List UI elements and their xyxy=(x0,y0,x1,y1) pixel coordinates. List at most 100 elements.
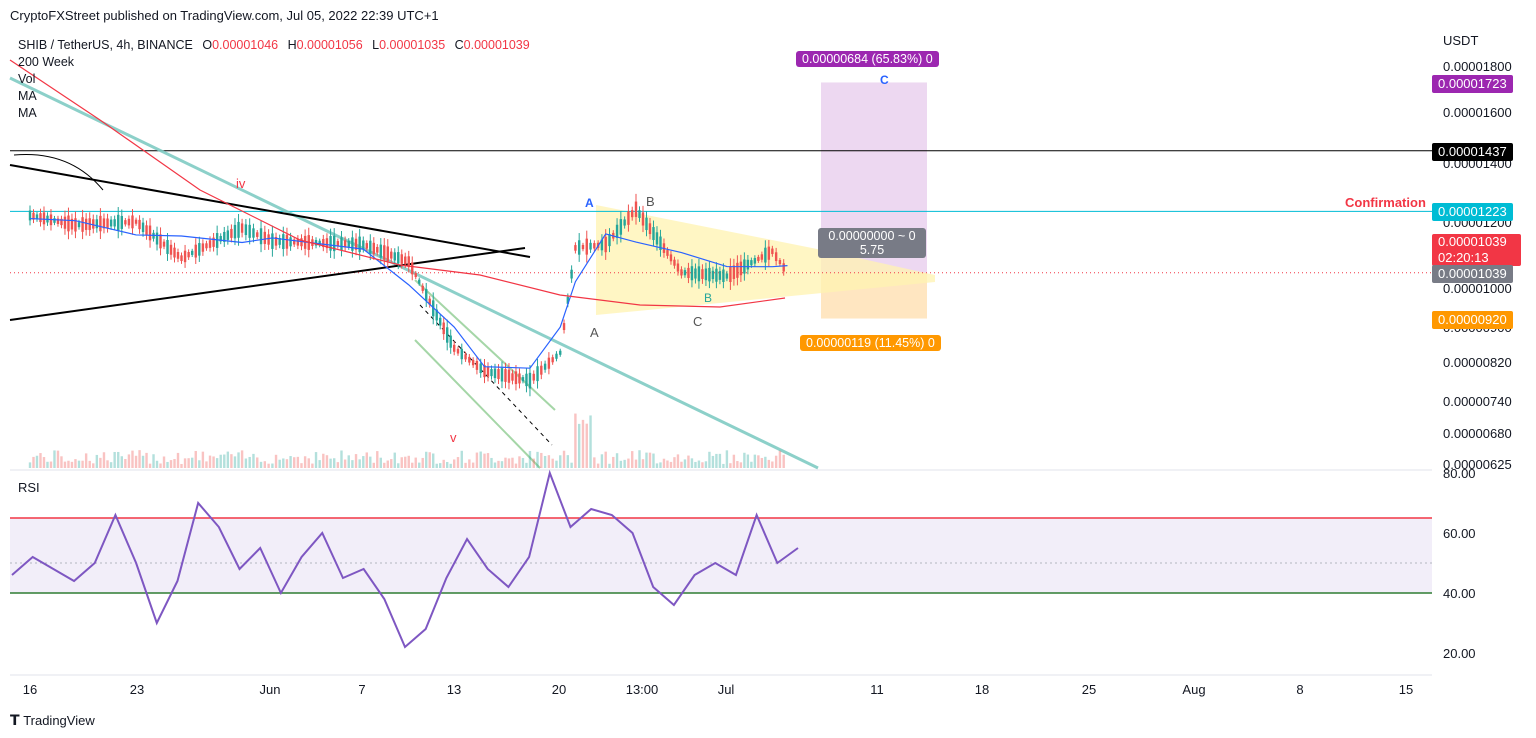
candle-body xyxy=(774,252,778,262)
volume-bar xyxy=(252,453,255,468)
candle-body xyxy=(322,238,325,248)
candle-body xyxy=(627,211,630,225)
volume-bar xyxy=(645,452,648,468)
high-value: 0.00001056 xyxy=(296,38,363,52)
candle-body xyxy=(425,288,428,302)
candle-body xyxy=(585,238,588,255)
candle-body xyxy=(106,218,109,228)
volume-bar xyxy=(760,457,764,468)
rsi-tick: 80.00 xyxy=(1443,466,1476,481)
candle-body xyxy=(300,238,303,247)
candle-body xyxy=(35,214,39,220)
candle-body xyxy=(435,309,438,321)
volume-bar xyxy=(659,462,662,468)
volume-bar xyxy=(248,456,251,468)
volume-bar xyxy=(464,462,467,468)
candle-body xyxy=(421,285,424,291)
candle-body xyxy=(782,263,785,272)
candle-body xyxy=(84,218,88,230)
candle-body xyxy=(347,241,350,247)
candle-body xyxy=(645,217,648,231)
wave-label-a-bottom: A xyxy=(590,325,599,340)
open-label: O xyxy=(202,38,213,52)
candle-body xyxy=(252,228,255,238)
volume-bar xyxy=(95,454,99,468)
volume-bar xyxy=(351,460,354,468)
candle-body xyxy=(528,372,532,389)
volume-bar xyxy=(131,450,134,468)
volume-bar xyxy=(201,451,205,468)
volume-bar xyxy=(369,456,372,468)
volume-bar xyxy=(307,458,310,468)
volume-bar xyxy=(577,423,581,468)
candle-body xyxy=(278,238,281,245)
candle-body xyxy=(340,237,343,251)
wave-label-b-top: B xyxy=(646,194,655,209)
x-tick: 18 xyxy=(974,682,990,697)
indicator-ma-1[interactable]: MA xyxy=(18,89,37,103)
volume-bar xyxy=(49,461,53,468)
candle-body xyxy=(271,233,274,249)
volume-bar xyxy=(750,461,753,468)
candle-body xyxy=(208,240,212,248)
chart-legend: SHIB / TetherUS, 4h, BINANCE O0.00001046… xyxy=(18,37,536,122)
candle-body xyxy=(449,335,452,348)
candle-body xyxy=(190,250,194,255)
volume-bar xyxy=(127,454,131,468)
candle-body xyxy=(212,237,215,247)
candle-body xyxy=(490,369,493,377)
candle-body xyxy=(655,232,659,245)
ma-red-line xyxy=(9,59,786,308)
volume-bar xyxy=(666,460,669,468)
candle-body xyxy=(652,227,655,241)
candle-body xyxy=(619,219,623,235)
rsi-label[interactable]: RSI xyxy=(18,480,40,495)
candle-body xyxy=(722,269,725,282)
candle-body xyxy=(134,219,138,224)
indicator-ma-2[interactable]: MA xyxy=(18,106,37,120)
candle-body xyxy=(468,356,471,363)
candle-body xyxy=(760,254,764,260)
volume-bar xyxy=(134,455,138,468)
volume-bar xyxy=(532,458,535,468)
candle-body xyxy=(99,215,102,232)
volume-bar xyxy=(237,452,240,468)
candle-body xyxy=(514,371,518,385)
volume-bar xyxy=(669,461,673,468)
wedge-upper-line xyxy=(9,164,531,258)
volume-bar xyxy=(608,463,611,468)
volume-bar xyxy=(362,456,365,468)
volume-bar xyxy=(757,455,760,468)
candle-body xyxy=(127,218,131,226)
candle-body xyxy=(180,255,183,262)
candle-body xyxy=(233,224,237,239)
volume-bar xyxy=(497,460,500,468)
candle-body xyxy=(623,219,626,226)
volume-bar xyxy=(314,452,318,468)
indicator-volume[interactable]: Vol xyxy=(18,72,36,86)
volume-bar xyxy=(570,462,573,468)
volume-bar xyxy=(736,461,739,468)
candle-body xyxy=(746,259,750,270)
symbol-label[interactable]: SHIB / TetherUS, 4h, BINANCE xyxy=(18,38,193,52)
price-tag-target: 0.00001723 xyxy=(1432,75,1513,93)
volume-bar xyxy=(187,458,190,468)
candle-body xyxy=(729,266,732,283)
candle-body xyxy=(336,241,340,247)
volume-bar xyxy=(425,451,428,468)
candle-body xyxy=(687,267,690,279)
candle-body xyxy=(397,252,400,264)
candle-body xyxy=(697,266,701,282)
volume-bar xyxy=(240,450,244,468)
indicator-200-week[interactable]: 200 Week xyxy=(18,55,75,69)
candle-body xyxy=(138,219,141,230)
candle-body xyxy=(608,234,611,247)
volume-bar xyxy=(562,450,566,468)
candle-body xyxy=(551,357,554,363)
candle-body xyxy=(333,235,336,252)
volume-bar xyxy=(205,461,208,468)
tradingview-logo[interactable]: 𝗧 TradingView xyxy=(10,712,95,728)
x-tick: 11 xyxy=(870,682,884,697)
volume-bar xyxy=(746,454,750,468)
